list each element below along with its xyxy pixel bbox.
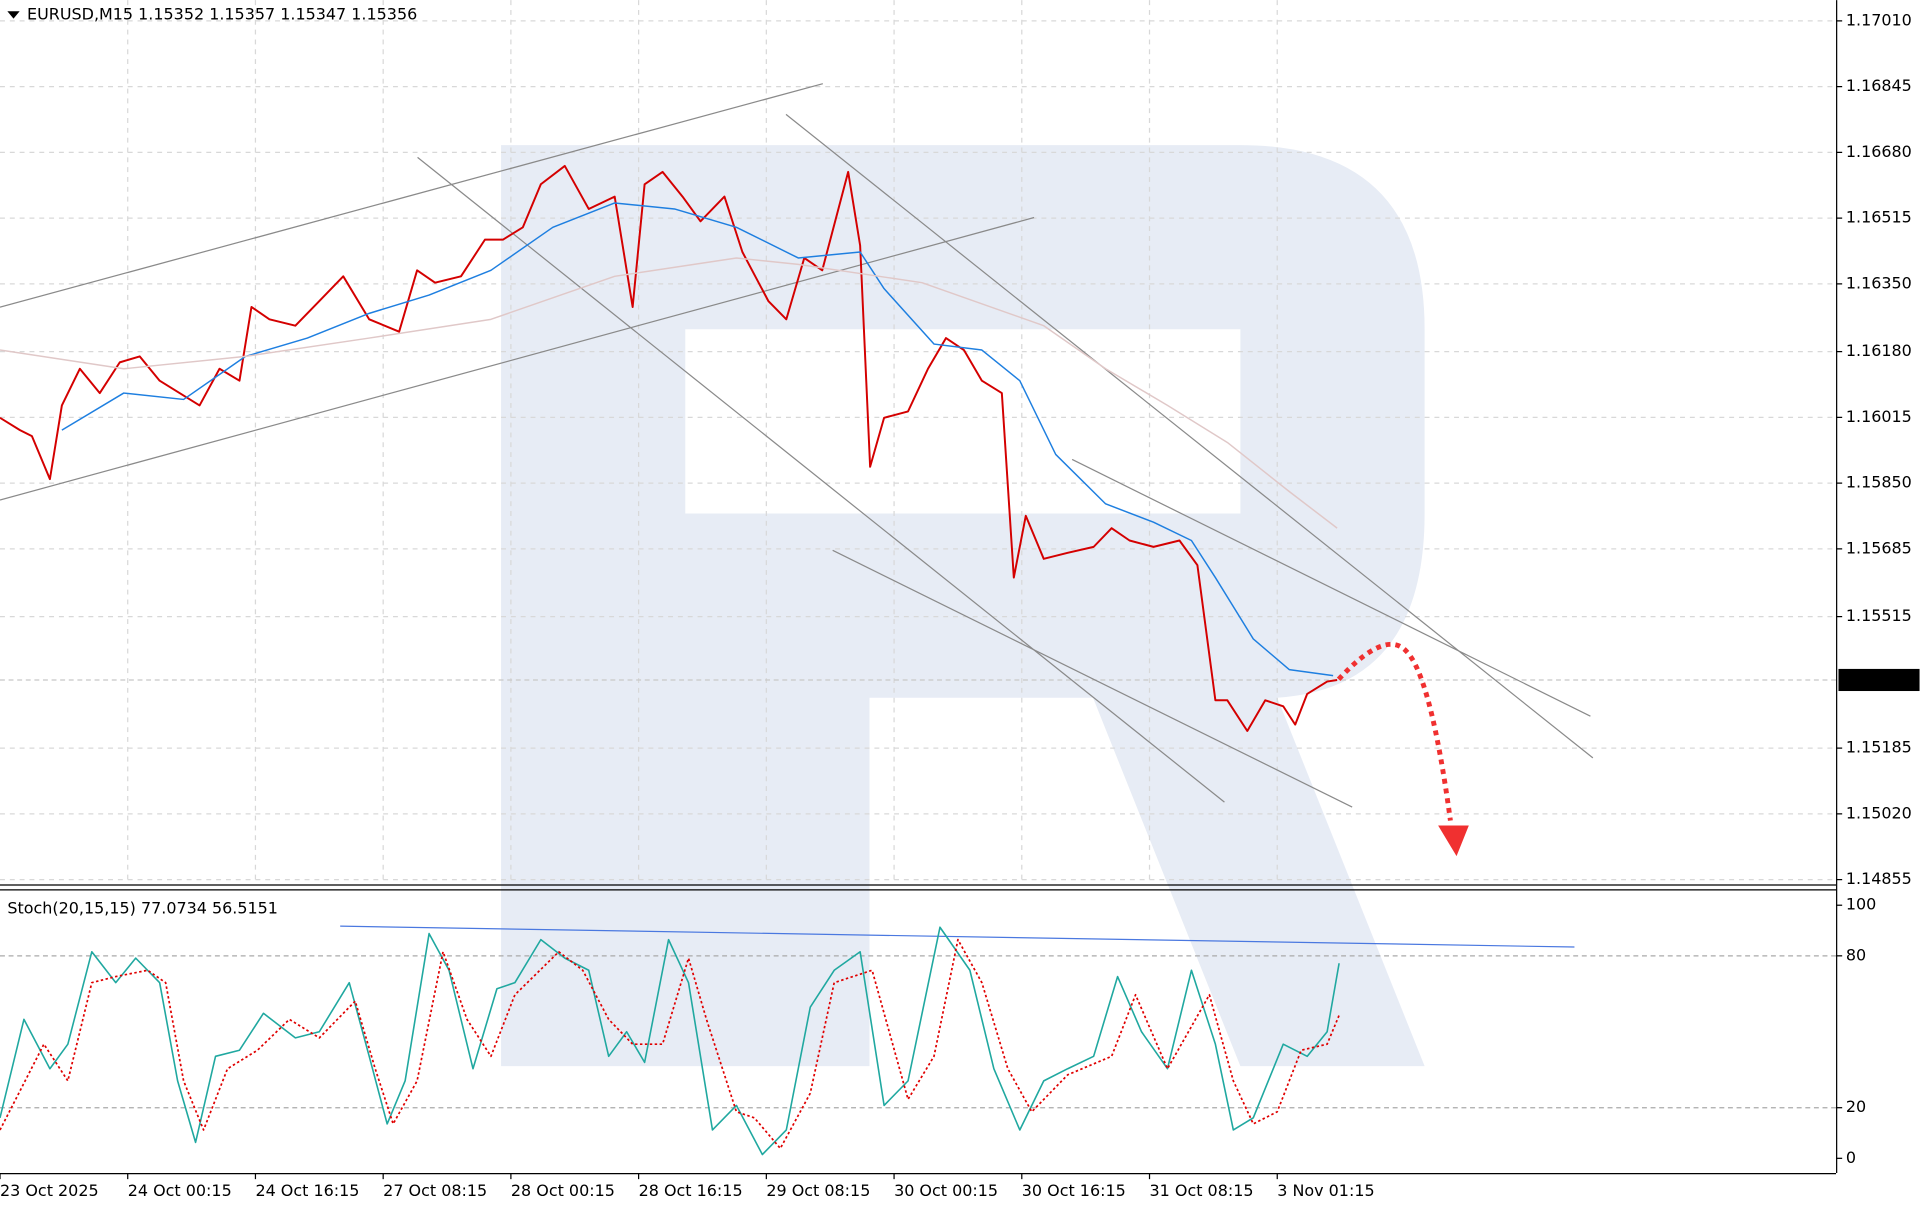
forecast-path bbox=[1336, 641, 1453, 821]
y-tick-label: 1.16515 bbox=[1846, 208, 1912, 227]
x-tick-label: 3 Nov 01:15 bbox=[1277, 1181, 1374, 1200]
trend-line bbox=[832, 549, 1353, 808]
y-tick-label: 1.16845 bbox=[1846, 76, 1912, 95]
y-tick-label: 1.15185 bbox=[1846, 738, 1912, 757]
y-tick-label: 20 bbox=[1846, 1097, 1866, 1116]
series-line bbox=[61, 202, 1334, 677]
y-tick-label: 1.15515 bbox=[1846, 606, 1912, 625]
y-tick-label: 1.16180 bbox=[1846, 341, 1912, 360]
trend-line bbox=[1071, 458, 1591, 717]
chart-title: EURUSD,M15 1.15352 1.15357 1.15347 1.153… bbox=[27, 4, 417, 23]
data bbox=[0, 164, 1340, 1156]
x-tick-label: 29 Oct 08:15 bbox=[766, 1181, 870, 1200]
x-tick-label: 30 Oct 00:15 bbox=[894, 1181, 998, 1200]
y-tick-label: 80 bbox=[1846, 945, 1866, 964]
series-line bbox=[0, 257, 1338, 529]
current-price-label: 1.15356 bbox=[1846, 669, 1912, 688]
x-tick-label: 30 Oct 16:15 bbox=[1022, 1181, 1126, 1200]
current-price-box bbox=[1838, 668, 1920, 692]
watermark bbox=[501, 145, 1425, 1067]
y-tick-label: 100 bbox=[1846, 895, 1876, 914]
y-tick-label: 0 bbox=[1846, 1148, 1856, 1167]
x-tick-label: 23 Oct 2025 bbox=[0, 1181, 99, 1200]
y-tick-label: 1.14855 bbox=[1846, 869, 1912, 888]
series-line bbox=[0, 164, 1338, 732]
x-tick-label: 24 Oct 16:15 bbox=[255, 1181, 359, 1200]
forecast-arrow bbox=[1336, 641, 1469, 857]
y-tick-label: 1.15020 bbox=[1846, 803, 1912, 822]
stoch-trend-line bbox=[340, 925, 1575, 948]
symbol-arrow bbox=[7, 11, 20, 19]
grid bbox=[0, 0, 1837, 1109]
y-tick-label: 1.16680 bbox=[1846, 142, 1912, 161]
series-line bbox=[0, 926, 1340, 1156]
trend-line bbox=[417, 156, 1225, 803]
y-tick-label: 1.17010 bbox=[1846, 10, 1912, 29]
y-tick-label: 1.16015 bbox=[1846, 407, 1912, 426]
indicator-title: Stoch(20,15,15) 77.0734 56.5151 bbox=[7, 898, 278, 917]
trend-line bbox=[0, 83, 823, 308]
x-tick-label: 28 Oct 16:15 bbox=[639, 1181, 743, 1200]
y-tick-label: 1.15850 bbox=[1846, 473, 1912, 492]
x-tick-label: 24 Oct 00:15 bbox=[128, 1181, 232, 1200]
x-tick-label: 28 Oct 00:15 bbox=[511, 1181, 615, 1200]
x-tick-label: 31 Oct 08:15 bbox=[1150, 1181, 1254, 1200]
y-tick-label: 1.16350 bbox=[1846, 273, 1912, 292]
forecast-head bbox=[1438, 825, 1469, 857]
frame bbox=[0, 0, 1838, 1175]
x-tick-label: 27 Oct 08:15 bbox=[383, 1181, 487, 1200]
y-tick-label: 1.15685 bbox=[1846, 538, 1912, 557]
trend-lines bbox=[0, 83, 1594, 948]
